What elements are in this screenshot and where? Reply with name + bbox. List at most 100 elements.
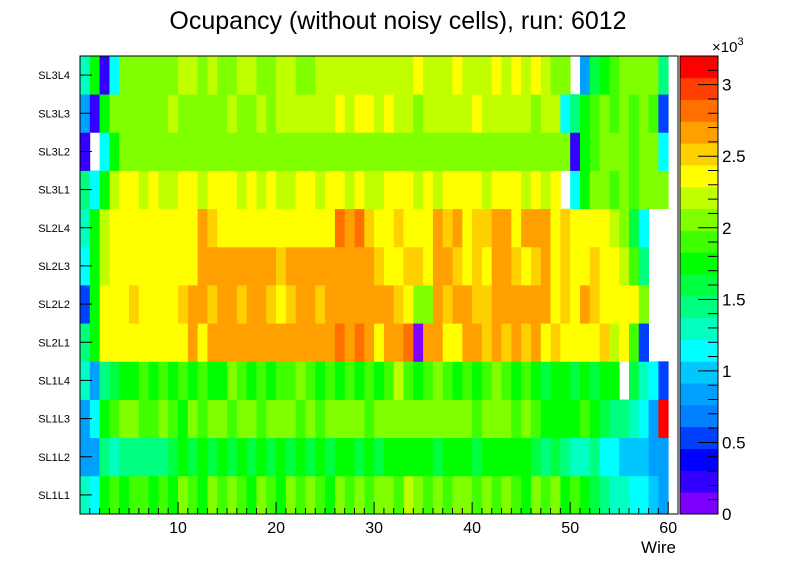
heatmap-cell: [383, 170, 395, 210]
colorbar-tick-label: 0: [722, 505, 731, 524]
heatmap-cell: [207, 246, 218, 286]
heatmap-cell: [491, 437, 502, 477]
heatmap-cell: [138, 285, 150, 324]
heatmap-cell: [334, 208, 346, 248]
heatmap-cell: [383, 132, 395, 171]
heatmap-cell: [658, 94, 669, 133]
heatmap-cell: [129, 94, 140, 133]
heatmap-cell: [256, 399, 267, 439]
heatmap-cell: [178, 437, 189, 477]
heatmap-cell: [579, 285, 591, 324]
heatmap-cell: [89, 285, 100, 324]
heatmap-cell: [119, 208, 130, 248]
heatmap-cell: [207, 399, 218, 439]
heatmap-cell: [89, 56, 100, 95]
heatmap-cell: [285, 246, 297, 286]
heatmap-cell: [442, 437, 453, 477]
heatmap-cell: [325, 132, 336, 171]
heatmap-cell: [119, 56, 130, 95]
heatmap-cell: [374, 285, 385, 324]
heatmap-cell: [432, 475, 444, 515]
heatmap-cell: [168, 170, 179, 210]
x-tick-label: 40: [463, 520, 481, 537]
heatmap-cell: [579, 170, 591, 210]
heatmap-cell: [374, 208, 385, 248]
heatmap-cell: [403, 170, 414, 210]
heatmap-cell: [481, 94, 493, 133]
y-tick-label: SL2L3: [38, 261, 70, 273]
heatmap-cell: [462, 361, 473, 400]
heatmap-cell: [560, 323, 571, 362]
heatmap-cell: [560, 208, 571, 248]
heatmap-cell: [129, 170, 140, 210]
heatmap-cell: [276, 170, 287, 210]
heatmap-cell: [442, 170, 453, 210]
heatmap-cell: [227, 399, 238, 439]
heatmap-cell: [530, 56, 542, 95]
heatmap-cell: [334, 246, 346, 286]
heatmap-cell: [138, 94, 150, 133]
heatmap-cell: [187, 246, 199, 286]
heatmap-cell: [462, 437, 473, 477]
heatmap-cell: [560, 132, 571, 171]
heatmap-cell: [344, 208, 355, 248]
heatmap-cell: [178, 208, 189, 248]
heatmap-cell: [442, 399, 453, 439]
heatmap-cell: [325, 56, 336, 95]
heatmap-cell: [619, 132, 630, 171]
heatmap-cell: [315, 361, 326, 400]
heatmap-cell: [628, 170, 640, 210]
heatmap-cell: [266, 399, 277, 439]
heatmap-cell: [413, 437, 424, 477]
heatmap-cell: [354, 361, 365, 400]
heatmap-cell: [609, 437, 620, 477]
heatmap-cell: [109, 437, 120, 477]
y-tick-label: SL2L4: [38, 223, 70, 235]
heatmap-cell: [589, 361, 600, 400]
heatmap-cell: [432, 94, 444, 133]
heatmap-cell: [276, 208, 287, 248]
heatmap-cell: [276, 361, 287, 400]
heatmap-cell: [197, 437, 208, 477]
heatmap-cell: [109, 56, 120, 95]
heatmap-cell: [589, 56, 600, 95]
heatmap-cell: [462, 56, 473, 95]
x-tick-label: 20: [267, 520, 285, 537]
heatmap-cell: [540, 361, 551, 400]
heatmap-cell: [511, 170, 522, 210]
heatmap-cell: [599, 170, 610, 210]
heatmap-cell: [403, 323, 414, 362]
heatmap-cell: [227, 170, 238, 210]
heatmap-cell: [599, 132, 610, 171]
heatmap-cell: [364, 361, 375, 400]
heatmap-cell: [285, 132, 297, 171]
heatmap-cell: [266, 285, 277, 324]
heatmap-cell: [315, 399, 326, 439]
heatmap-cell: [354, 170, 365, 210]
heatmap-cell: [364, 285, 375, 324]
heatmap-cell: [305, 323, 316, 362]
heatmap-cell: [442, 56, 453, 95]
colorbar-tick-label: 3: [722, 76, 731, 95]
heatmap-cell: [227, 132, 238, 171]
heatmap-cell: [491, 94, 502, 133]
heatmap-cell: [99, 170, 110, 210]
heatmap-cell: [256, 437, 267, 477]
heatmap-cell: [138, 437, 150, 477]
heatmap-cell: [119, 246, 130, 286]
heatmap-cell: [305, 285, 316, 324]
heatmap-cell: [207, 208, 218, 248]
heatmap-cell: [246, 475, 257, 515]
heatmap-cell: [403, 246, 414, 286]
heatmap-cell: [521, 323, 532, 362]
heatmap-cell: [158, 399, 169, 439]
heatmap-cell: [609, 56, 620, 95]
heatmap-cell: [99, 323, 110, 362]
heatmap-cell: [364, 323, 375, 362]
heatmap-cell: [374, 475, 385, 515]
heatmap-cell: [246, 361, 257, 400]
heatmap-cell: [334, 56, 346, 95]
heatmap-cell: [442, 285, 453, 324]
heatmap-cell: [423, 361, 434, 400]
heatmap-cell: [227, 208, 238, 248]
